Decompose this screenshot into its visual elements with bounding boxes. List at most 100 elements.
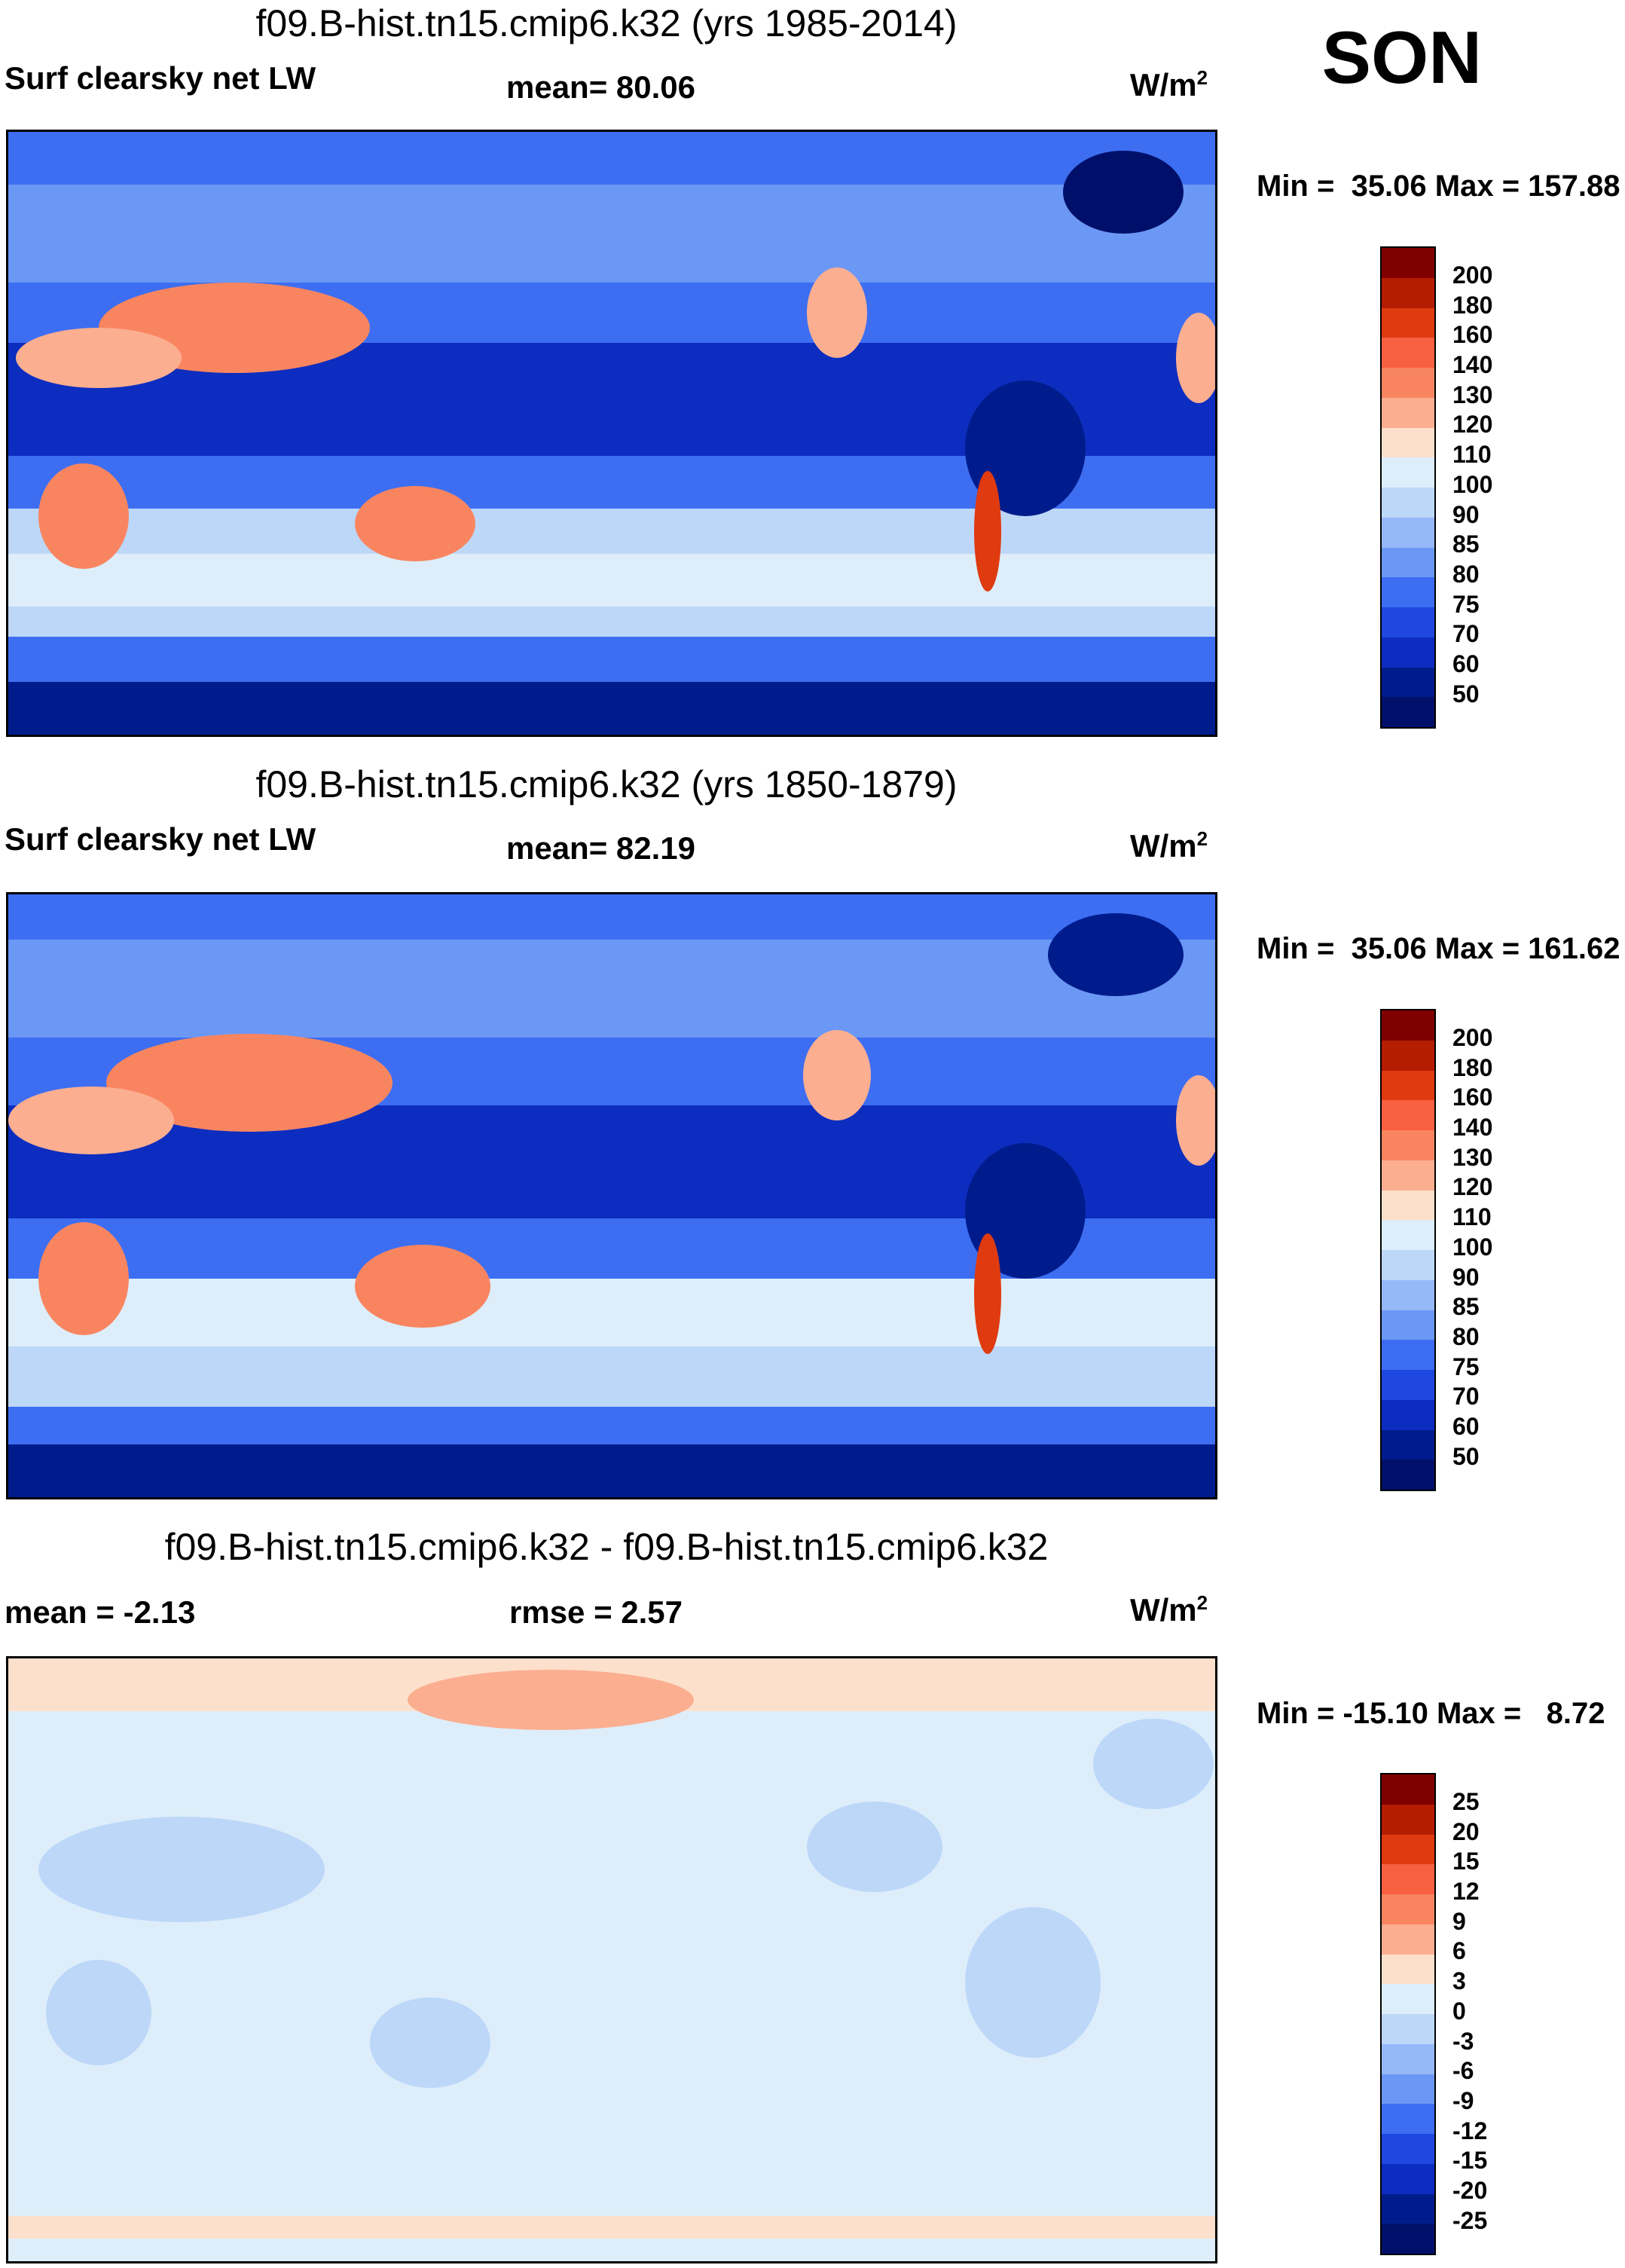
colorbar-swatch [1382,1460,1434,1490]
mean-label: mean= 82.19 [506,830,696,866]
colorbar-swatch [1382,368,1434,398]
colorbar-swatch [1382,2134,1434,2164]
min-max-label: Min = 35.06 Max = 157.88 [1257,170,1620,203]
colorbar [1380,1773,1436,2255]
colorbar-swatch [1382,607,1434,637]
colorbar-swatch [1382,2224,1434,2254]
colorbar-swatch [1382,1894,1434,1924]
season-label: SON [1321,16,1482,99]
panel-title: f09.B-hist.tn15.cmip6.k32 (yrs 1985-2014… [255,2,958,44]
colorbar-label: -9 [1452,2087,1474,2114]
colorbar-swatch [1382,1399,1434,1430]
variable-label: Surf clearsky net LW [5,60,316,96]
colorbar-swatch [1382,397,1434,428]
colorbar [1380,1009,1436,1491]
colorbar-label: 70 [1452,620,1480,647]
colorbar-swatch [1382,637,1434,668]
colorbar [1380,246,1436,729]
colorbar-label: 60 [1452,650,1480,677]
colorbar-label: 50 [1452,680,1480,708]
variable-label: Surf clearsky net LW [5,821,316,857]
map-1850-1879 [6,892,1217,1499]
colorbar-label: 20 [1452,1818,1480,1845]
colorbar-swatch [1382,2074,1434,2104]
panel-title: f09.B-hist.tn15.cmip6.k32 - f09.B-hist.t… [164,1526,1049,1568]
colorbar-label: 9 [1452,1908,1466,1935]
colorbar-swatch [1382,1010,1434,1041]
colorbar-label: 80 [1452,1323,1480,1350]
colorbar-swatch [1382,1804,1434,1835]
colorbar-label: 180 [1452,292,1493,319]
colorbar-label: 200 [1452,1024,1493,1051]
colorbar-swatch [1382,277,1434,308]
units-label: W/m2 [1130,827,1208,863]
map-difference [6,1656,1217,2263]
units-label: W/m2 [1130,66,1208,102]
colorbar-swatch [1382,248,1434,278]
colorbar-swatch [1382,1190,1434,1221]
colorbar-label: 12 [1452,1878,1480,1905]
colorbar-label: 160 [1452,321,1493,348]
colorbar-swatch [1382,1250,1434,1280]
colorbar-swatch [1382,1924,1434,1955]
colorbar-label: 85 [1452,1293,1480,1320]
colorbar-label: 50 [1452,1443,1480,1470]
colorbar-swatch [1382,1279,1434,1310]
colorbar-label: 0 [1452,1997,1466,2025]
colorbar-swatch [1382,2014,1434,2044]
colorbar-label: 15 [1452,1848,1480,1875]
colorbar-label: 100 [1452,471,1493,498]
colorbar-label: 100 [1452,1233,1493,1261]
colorbar-swatch [1382,1984,1434,2014]
mean-label: mean= 80.06 [506,69,696,105]
colorbar-label: 140 [1452,351,1493,378]
colorbar-label: 120 [1452,1173,1493,1200]
colorbar-swatch [1382,1864,1434,1894]
min-max-label: Min = -15.10 Max = 8.72 [1257,1697,1605,1730]
colorbar-swatch [1382,577,1434,607]
colorbar-label: -3 [1452,2028,1474,2055]
colorbar-label: 70 [1452,1383,1480,1410]
units-label: W/m2 [1130,1591,1208,1628]
colorbar-label: 75 [1452,1353,1480,1380]
colorbar-label: 160 [1452,1084,1493,1111]
colorbar-label: 25 [1452,1788,1480,1815]
colorbar-label: 120 [1452,411,1493,438]
colorbar-swatch [1382,1130,1434,1160]
colorbar-swatch [1382,1070,1434,1101]
colorbar-label: 3 [1452,1967,1466,1994]
colorbar-label: 110 [1452,441,1492,468]
map-1985-2014 [6,130,1217,737]
colorbar-swatch [1382,2104,1434,2134]
colorbar-swatch [1382,1310,1434,1340]
colorbar-label: 75 [1452,591,1480,618]
colorbar-label: 180 [1452,1054,1493,1081]
panel-2: f09.B-hist.tn15.cmip6.k32 (yrs 1850-1879… [0,763,1625,1524]
colorbar-label: 90 [1452,1264,1480,1291]
colorbar-swatch [1382,1340,1434,1370]
colorbar-swatch [1382,457,1434,488]
colorbar-label: -15 [1452,2147,1488,2174]
colorbar-label: 90 [1452,501,1480,528]
colorbar-swatch [1382,1040,1434,1071]
colorbar-label: 80 [1452,561,1480,588]
colorbar-swatch [1382,2193,1434,2224]
colorbar-label: 140 [1452,1114,1493,1141]
colorbar-swatch [1382,338,1434,368]
panel-1: f09.B-hist.tn15.cmip6.k32 (yrs 1985-2014… [0,0,1625,761]
colorbar-swatch [1382,1429,1434,1460]
panel-3-difference: f09.B-hist.tn15.cmip6.k32 - f09.B-hist.t… [0,1525,1625,2268]
colorbar-swatch [1382,427,1434,458]
colorbar-swatch [1382,2163,1434,2194]
colorbar-swatch [1382,1160,1434,1191]
colorbar-swatch [1382,697,1434,727]
colorbar-label: -25 [1452,2207,1488,2234]
colorbar-label: 85 [1452,530,1480,558]
colorbar-swatch [1382,517,1434,548]
colorbar-label: 130 [1452,381,1493,408]
colorbar-swatch [1382,488,1434,518]
colorbar-label: 130 [1452,1144,1493,1171]
colorbar-swatch [1382,547,1434,578]
min-max-label: Min = 35.06 Max = 161.62 [1257,932,1620,965]
colorbar-swatch [1382,1220,1434,1250]
